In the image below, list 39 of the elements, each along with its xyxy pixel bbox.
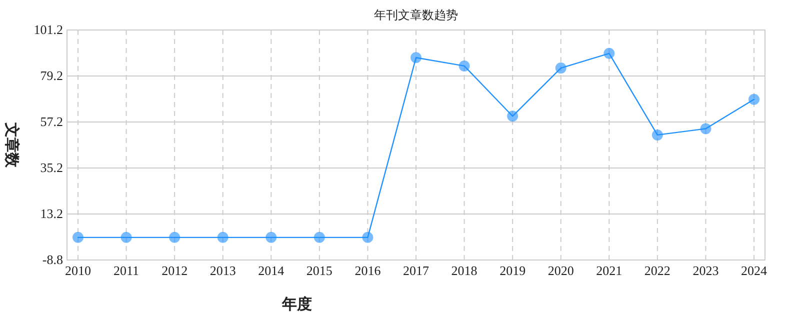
x-axis-title: 年度 — [281, 295, 312, 313]
x-tick-label: 2016 — [354, 263, 382, 278]
x-tick-label: 2017 — [403, 263, 430, 278]
x-tick-label: 2014 — [258, 263, 285, 278]
x-tick-label: 2023 — [692, 263, 719, 278]
x-tick-label: 2024 — [741, 263, 768, 278]
point — [410, 52, 422, 64]
y-tick-label: 13.2 — [40, 206, 63, 221]
x-tick-label: 2021 — [596, 263, 622, 278]
y-tick-label: 35.2 — [40, 160, 63, 175]
point — [72, 232, 84, 243]
x-tick-label: 2012 — [162, 263, 188, 278]
y-tick-label: 101.2 — [34, 22, 63, 37]
y-axis-title: 文章数 — [3, 122, 21, 168]
x-tick-label: 2019 — [500, 263, 526, 278]
x-tick-label: 2020 — [548, 263, 574, 278]
x-tick-label: 2018 — [451, 263, 478, 278]
point — [217, 232, 228, 243]
y-tick-label: 79.2 — [40, 68, 63, 83]
point — [700, 123, 712, 134]
point — [604, 48, 615, 59]
point — [120, 232, 132, 243]
point — [652, 129, 663, 140]
y-tick-label: -8.8 — [42, 252, 63, 267]
x-tick-label: 2011 — [114, 263, 140, 278]
point — [169, 232, 180, 243]
point — [458, 60, 470, 72]
x-tick-label: 2022 — [644, 263, 670, 278]
point — [748, 94, 760, 105]
x-tick-label: 2015 — [306, 263, 332, 278]
x-tick-label: 2010 — [65, 263, 91, 278]
y-tick-label: 57.2 — [40, 114, 63, 129]
point — [266, 232, 277, 243]
x-tick-label: 2013 — [210, 263, 236, 278]
point — [555, 62, 566, 74]
point — [507, 110, 518, 122]
point — [362, 232, 374, 243]
chart-title: 年刊文章数趋势 — [374, 8, 458, 22]
point — [314, 232, 325, 243]
